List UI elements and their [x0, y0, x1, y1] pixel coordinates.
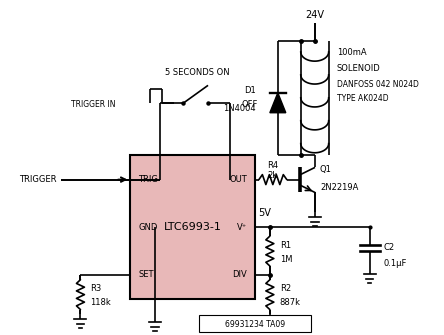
- Text: TYPE AK024D: TYPE AK024D: [337, 94, 388, 103]
- Text: C2: C2: [384, 243, 395, 252]
- Text: TRIGGER IN: TRIGGER IN: [71, 100, 115, 109]
- Text: SOLENOID: SOLENOID: [337, 64, 381, 73]
- Text: 1N4004: 1N4004: [223, 104, 256, 113]
- Text: R1: R1: [280, 241, 291, 250]
- Text: 118k: 118k: [91, 298, 111, 307]
- Text: DIV: DIV: [232, 270, 247, 279]
- Text: R4: R4: [267, 161, 278, 170]
- Text: 5V: 5V: [258, 208, 271, 218]
- Text: 2k: 2k: [268, 171, 278, 180]
- Text: V⁺: V⁺: [237, 223, 247, 232]
- Text: 5 SECONDS ON: 5 SECONDS ON: [165, 68, 230, 77]
- Text: 2N2219A: 2N2219A: [320, 184, 358, 192]
- Text: SET: SET: [138, 270, 154, 279]
- Bar: [130, 155, 255, 299]
- Polygon shape: [270, 93, 286, 113]
- Text: DANFOSS 042 N024D: DANFOSS 042 N024D: [337, 80, 419, 89]
- Text: TRIGGER: TRIGGER: [19, 175, 56, 184]
- FancyBboxPatch shape: [199, 315, 311, 332]
- Text: D1: D1: [244, 86, 256, 95]
- Text: OFF: OFF: [242, 100, 258, 109]
- Text: 100mA: 100mA: [337, 48, 366, 57]
- Text: OUT: OUT: [229, 175, 247, 184]
- Text: R3: R3: [91, 284, 102, 293]
- Text: GND: GND: [138, 223, 158, 232]
- Text: 24V: 24V: [305, 10, 324, 20]
- Text: 1M: 1M: [280, 255, 292, 264]
- Text: 887k: 887k: [280, 298, 301, 307]
- Text: Q1: Q1: [320, 165, 332, 175]
- Text: 69931234 TA09: 69931234 TA09: [225, 320, 285, 329]
- Text: TRIG: TRIG: [138, 175, 158, 184]
- Text: LTC6993-1: LTC6993-1: [164, 222, 222, 232]
- Text: 0.1μF: 0.1μF: [384, 259, 407, 268]
- Text: R2: R2: [280, 284, 291, 293]
